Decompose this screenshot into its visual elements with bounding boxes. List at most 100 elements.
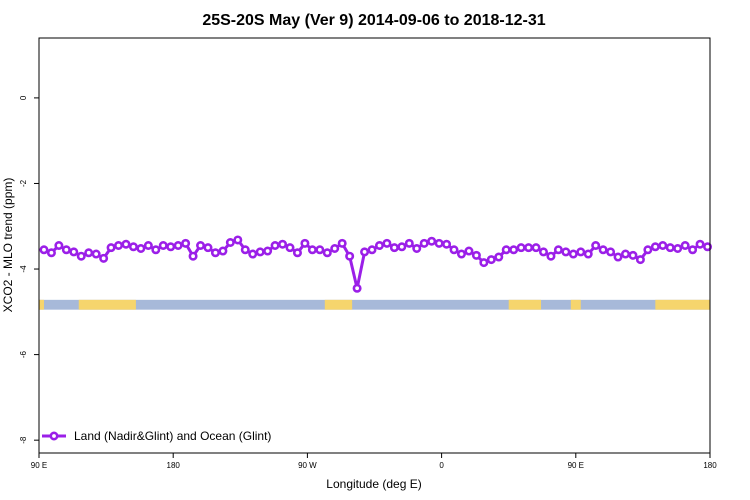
x-axis-label: Longitude (deg E) bbox=[326, 477, 421, 491]
data-point bbox=[538, 247, 548, 257]
data-point bbox=[568, 249, 578, 259]
legend: Land (Nadir&Glint) and Ocean (Glint) bbox=[42, 429, 271, 443]
data-point bbox=[188, 251, 198, 261]
land-segment bbox=[508, 299, 542, 310]
data-point bbox=[300, 238, 310, 248]
data-point bbox=[427, 236, 437, 246]
data-point bbox=[255, 247, 265, 257]
data-point bbox=[278, 239, 288, 249]
data-point bbox=[61, 245, 71, 255]
data-point bbox=[99, 253, 109, 263]
x-axis: 90 E 180 90 W 0 90 E 180 bbox=[31, 453, 717, 470]
data-point bbox=[419, 238, 429, 248]
data-point bbox=[203, 243, 213, 253]
data-point bbox=[106, 243, 116, 253]
data-point bbox=[46, 248, 56, 258]
data-point bbox=[270, 241, 280, 251]
series-layer bbox=[39, 235, 713, 293]
data-point bbox=[69, 247, 79, 257]
data-point bbox=[54, 241, 64, 251]
data-point bbox=[292, 248, 302, 258]
data-point bbox=[374, 241, 384, 251]
data-point bbox=[330, 243, 340, 253]
data-point bbox=[471, 250, 481, 260]
data-point bbox=[196, 241, 206, 251]
x-tick-label: 90 W bbox=[298, 461, 317, 470]
data-point bbox=[606, 247, 616, 257]
plot-frame bbox=[38, 37, 711, 454]
data-point bbox=[650, 242, 660, 252]
data-point bbox=[181, 238, 191, 248]
y-tick-label: -6 bbox=[19, 350, 28, 358]
data-point bbox=[494, 252, 504, 262]
data-point bbox=[128, 242, 138, 252]
data-point bbox=[322, 248, 332, 258]
data-point bbox=[389, 243, 399, 253]
data-point bbox=[39, 245, 49, 255]
land-segment bbox=[570, 299, 581, 310]
data-point bbox=[352, 283, 362, 293]
data-point bbox=[658, 241, 668, 251]
data-point bbox=[688, 245, 698, 255]
land-segment bbox=[39, 299, 44, 310]
data-point bbox=[561, 247, 571, 257]
data-point bbox=[434, 238, 444, 248]
data-point bbox=[345, 251, 355, 261]
data-point bbox=[337, 238, 347, 248]
data-point bbox=[307, 245, 317, 255]
data-point bbox=[240, 245, 250, 255]
data-point bbox=[621, 249, 631, 259]
y-axis: 0 -2 -4 -6 -8 bbox=[19, 95, 39, 444]
y-tick-label: -2 bbox=[19, 179, 28, 187]
data-point bbox=[136, 243, 146, 253]
land-ocean-strip bbox=[39, 299, 710, 310]
data-point bbox=[166, 242, 176, 252]
land-segment bbox=[324, 299, 353, 310]
data-point bbox=[501, 245, 511, 255]
data-point bbox=[449, 245, 459, 255]
data-point bbox=[225, 238, 235, 248]
data-point bbox=[479, 258, 489, 268]
data-point bbox=[516, 243, 526, 253]
data-point bbox=[158, 241, 168, 251]
data-point bbox=[613, 252, 623, 262]
data-point bbox=[456, 249, 466, 259]
data-point bbox=[248, 249, 258, 259]
data-point bbox=[635, 255, 645, 265]
data-point bbox=[509, 245, 519, 255]
data-point bbox=[143, 241, 153, 251]
legend-label: Land (Nadir&Glint) and Ocean (Glint) bbox=[74, 429, 271, 443]
data-point bbox=[263, 246, 273, 256]
land-segment bbox=[655, 299, 710, 310]
data-point bbox=[315, 245, 325, 255]
data-point bbox=[84, 248, 94, 258]
data-point bbox=[553, 245, 563, 255]
data-point bbox=[464, 246, 474, 256]
data-point bbox=[76, 251, 86, 261]
data-point bbox=[233, 235, 243, 245]
data-point bbox=[285, 243, 295, 253]
data-point bbox=[665, 243, 675, 253]
x-tick-label: 180 bbox=[167, 461, 181, 470]
legend-marker bbox=[49, 431, 59, 441]
data-point bbox=[173, 241, 183, 251]
data-point bbox=[91, 249, 101, 259]
data-point bbox=[628, 250, 638, 260]
data-point bbox=[367, 245, 377, 255]
data-point bbox=[680, 241, 690, 251]
data-point bbox=[591, 241, 601, 251]
data-point bbox=[360, 247, 370, 257]
x-tick-label: 90 E bbox=[31, 461, 47, 470]
data-point bbox=[583, 249, 593, 259]
data-point bbox=[404, 238, 414, 248]
land-segment bbox=[78, 299, 136, 310]
data-point bbox=[218, 246, 228, 256]
y-tick-label: 0 bbox=[19, 95, 28, 100]
data-point bbox=[442, 239, 452, 249]
data-point bbox=[643, 245, 653, 255]
data-point bbox=[114, 241, 124, 251]
x-tick-label: 180 bbox=[703, 461, 717, 470]
chart-title: 25S-20S May (Ver 9) 2014-09-06 to 2018-1… bbox=[202, 12, 545, 29]
data-point bbox=[151, 245, 161, 255]
